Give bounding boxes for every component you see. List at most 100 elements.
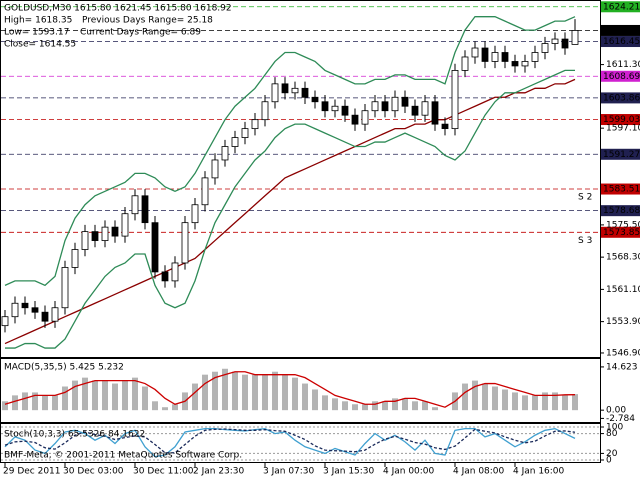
macd-bar: [462, 383, 468, 411]
x-tick-label: 2 Jan 23:30: [193, 467, 245, 477]
level-label: 1591.27: [603, 150, 640, 160]
candle-body: [61, 267, 69, 309]
candle-body: [381, 101, 389, 112]
macd-bar: [32, 392, 38, 411]
y-tick-label: 1597.10: [606, 124, 640, 134]
candle-body: [21, 302, 29, 309]
level-label: 1599.03: [603, 115, 640, 125]
level-box: [601, 183, 640, 195]
macd-bar: [82, 377, 88, 411]
level-label: 1616.45: [603, 37, 640, 47]
y-tick-label: 20: [606, 449, 618, 459]
candle-body: [351, 114, 359, 125]
candle-body: [201, 177, 209, 206]
candle-body: [171, 262, 179, 282]
candle-body: [371, 101, 379, 112]
level-box: [601, 1, 640, 13]
macd-bar: [432, 407, 438, 411]
x-tick-label: 4 Jan 00:00: [383, 467, 435, 477]
candle-body: [521, 61, 529, 67]
candle-body: [451, 70, 459, 130]
y-tick-label: 0: [606, 456, 612, 466]
macd-bar: [102, 380, 108, 411]
macd-bar: [202, 374, 208, 411]
y-tick-label: 100: [606, 423, 623, 433]
macd-bar: [62, 386, 68, 411]
candle-body: [501, 52, 509, 62]
y-tick-label: 1568.30: [606, 253, 640, 263]
candle-body: [81, 231, 89, 250]
macd-bar: [172, 404, 178, 411]
candle-body: [361, 110, 369, 125]
macd-bar: [512, 392, 518, 411]
macd-bar: [152, 401, 158, 411]
level-label: 1603.86: [603, 93, 640, 103]
macd-bar: [92, 380, 98, 411]
info-high: High= 1618.35: [4, 16, 72, 26]
level-annotation: S 2: [578, 193, 592, 203]
macd-bar: [472, 380, 478, 411]
y-tick-label: -2.784: [606, 414, 635, 424]
candle-body: [441, 123, 449, 130]
macd-bar: [2, 401, 8, 411]
macd-bar: [502, 389, 508, 411]
candle-body: [131, 195, 139, 215]
info-low: Low= 1593.17: [4, 28, 69, 38]
stoch-label: Stoch(10,3,3) 65.5326 84.1622: [4, 430, 145, 440]
candle-body: [301, 87, 309, 98]
candle-body: [51, 307, 59, 322]
macd-bar: [122, 380, 128, 411]
main-panel: [0, 0, 601, 358]
candle-body: [421, 101, 429, 116]
macd-bar: [482, 383, 488, 411]
candle-body: [571, 30, 579, 45]
candle-body: [411, 105, 419, 116]
candle-body: [431, 101, 439, 125]
info-close: Close= 1614.55: [4, 40, 76, 50]
candle-body: [41, 311, 49, 322]
candle-body: [331, 105, 339, 112]
macd-bar: [312, 389, 318, 411]
overlay-line: [4, 78, 576, 345]
candle-body: [321, 101, 329, 112]
x-tick-label: 29 Dec 2011: [3, 467, 61, 477]
macd-bar: [422, 401, 428, 411]
level-box: [601, 24, 640, 36]
macd-bar: [292, 377, 298, 411]
candle-body: [461, 56, 469, 71]
candle-body: [541, 43, 549, 53]
candle-body: [91, 231, 99, 241]
x-tick-label: 30 Dec 03:00: [63, 467, 124, 477]
macd-bar: [522, 395, 528, 411]
level-label: 1624.21: [603, 2, 640, 12]
stoch-signal: [4, 428, 576, 454]
macd-bar: [192, 383, 198, 411]
candle-body: [221, 146, 229, 161]
macd-bar: [242, 374, 248, 411]
candle-body: [1, 316, 9, 327]
macd-bar: [212, 371, 218, 411]
macd-bar: [52, 395, 58, 411]
candle-body: [341, 105, 349, 116]
candle-body: [141, 195, 149, 224]
candle-body: [231, 137, 239, 147]
level-label: 1608.69: [603, 72, 640, 82]
candle-body: [401, 96, 409, 107]
macd-signal: [4, 371, 576, 408]
macd-bar: [162, 407, 168, 411]
level-label: 1583.51: [603, 185, 640, 195]
y-tick-label: 80: [606, 429, 618, 439]
x-tick-label: 4 Jan 08:00: [453, 467, 505, 477]
candle-body: [511, 61, 519, 67]
info-prev-range: Previous Days Range= 25.18: [82, 16, 213, 26]
candle-body: [391, 96, 399, 112]
candle-body: [271, 83, 279, 103]
macd-bar: [562, 395, 568, 411]
stoch-panel: [0, 423, 601, 463]
candle-body: [281, 83, 289, 94]
overlay-line: [4, 16, 576, 287]
macd-panel: [0, 358, 601, 423]
macd-bar: [112, 383, 118, 411]
y-tick-label: 1546.90: [606, 348, 640, 358]
